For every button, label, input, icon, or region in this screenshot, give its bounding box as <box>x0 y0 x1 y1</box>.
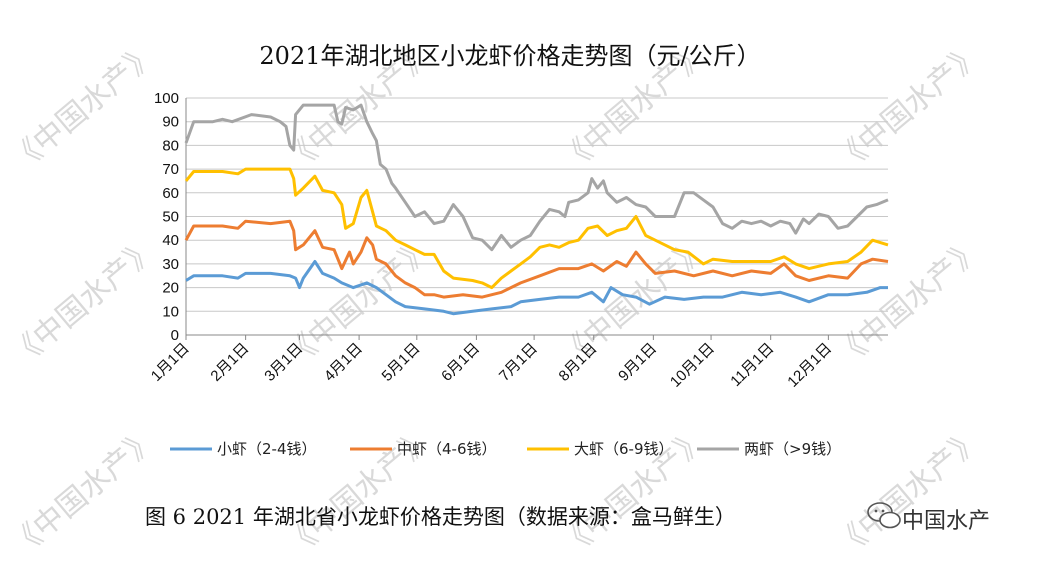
series-line-3 <box>184 103 889 252</box>
y-tick-label: 80 <box>162 137 179 154</box>
legend: 小虾（2-4钱） 中虾（4-6钱） 大虾（6-9钱） 两虾（>9钱） <box>170 440 841 458</box>
series-line-2 <box>184 167 889 290</box>
chart-title: 2021年湖北地区小龙虾价格走势图（元/公斤） <box>259 42 760 70</box>
watermark-text: 《中国水产》 <box>4 36 164 179</box>
brand-name: 中国水产 <box>902 509 990 534</box>
x-tick-label: 9月1日 <box>615 340 660 385</box>
x-axis-ticks: 1月1日 2月1日 3月1日 4月1日 5月1日 6月1日 7月1日 8月1日 9月1日 10月1… <box>148 335 835 391</box>
y-tick-label: 40 <box>162 232 179 249</box>
watermark-text: 《中国水产》 <box>4 421 164 564</box>
legend-label: 大虾（6-9钱） <box>574 440 674 458</box>
watermark-text: 《中国水产》 <box>4 231 164 374</box>
x-tick-label: 6月1日 <box>438 340 483 385</box>
series-line-1 <box>184 219 889 299</box>
x-tick-label: 12月1日 <box>784 340 835 391</box>
watermark-text: 《中国水产》 <box>829 36 989 179</box>
y-tick-label: 30 <box>162 256 179 273</box>
y-tick-label: 100 <box>154 90 179 107</box>
wechat-icon <box>867 502 901 529</box>
x-tick-label: 1月1日 <box>148 340 193 385</box>
legend-label: 两虾（>9钱） <box>744 440 841 458</box>
watermark-text: 《中国水产》 <box>829 421 989 564</box>
x-tick-label: 10月1日 <box>667 340 718 391</box>
watermark-layer: 《中国水产》 《中国水产》 《中国水产》 《中国水产》《中国水产》 《中国水产》 《中国水… <box>4 36 989 564</box>
y-tick-label: 50 <box>162 209 179 226</box>
brand-mark: 中国水产 <box>867 502 990 534</box>
x-tick-label: 7月1日 <box>496 340 541 385</box>
y-tick-label: 90 <box>162 114 179 131</box>
figure-caption: 图 6 2021 年湖北省小龙虾价格走势图（数据来源：盒马鲜生） <box>145 505 736 529</box>
y-tick-label: 60 <box>162 185 179 202</box>
legend-label: 小虾（2-4钱） <box>217 440 317 458</box>
series-line-0 <box>185 260 888 316</box>
x-tick-label: 2月1日 <box>207 340 252 385</box>
y-tick-label: 10 <box>162 303 179 320</box>
watermark-text: 《中国水产》 <box>829 231 989 374</box>
x-tick-label: 11月1日 <box>727 340 777 390</box>
y-tick-label: 70 <box>162 161 179 178</box>
x-tick-label: 5月1日 <box>379 340 424 385</box>
y-tick-label: 0 <box>171 327 179 344</box>
gridlines <box>185 97 888 336</box>
legend-label: 中虾（4-6钱） <box>397 440 497 458</box>
series-lines <box>184 103 889 316</box>
y-axis-ticks: 0 10 20 30 40 50 60 70 80 90 100 <box>154 90 179 344</box>
y-tick-label: 20 <box>162 280 179 297</box>
